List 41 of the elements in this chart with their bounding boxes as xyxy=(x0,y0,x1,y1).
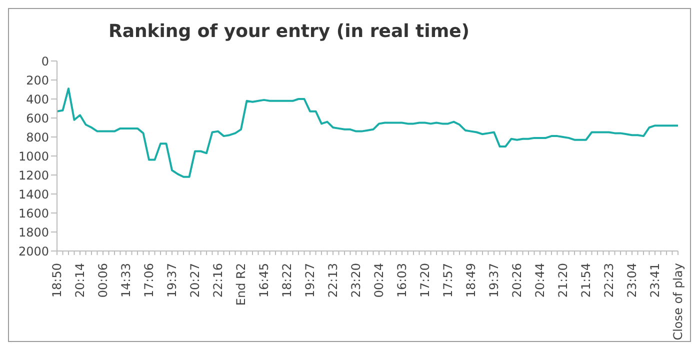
y-tick-label: 1000 xyxy=(18,149,49,164)
y-tick-label: 1400 xyxy=(18,187,49,202)
x-tick-label: 23:04 xyxy=(625,263,639,298)
x-tick-label: 21:54 xyxy=(579,263,593,298)
x-tick-label: 17:57 xyxy=(441,263,455,298)
x-tick-label: 19:37 xyxy=(487,263,501,298)
x-tick-label: 21:20 xyxy=(556,263,570,298)
y-tick-label: 1800 xyxy=(18,225,49,240)
x-tick-label: End R2 xyxy=(234,263,248,306)
x-tick-label: 00:24 xyxy=(372,263,386,298)
x-tick-label: 23:41 xyxy=(648,263,662,298)
y-tick-label: 800 xyxy=(26,130,49,144)
x-tick-label: 20:26 xyxy=(510,263,524,298)
y-tick-label: 1600 xyxy=(18,206,49,220)
line-series xyxy=(56,88,679,178)
x-tick-label: 14:33 xyxy=(119,263,133,298)
y-tick-label: 2000 xyxy=(18,244,49,258)
x-tick-label: 19:37 xyxy=(165,263,179,298)
x-tick-label: 22:16 xyxy=(211,263,225,298)
x-tick-label: 00:06 xyxy=(96,263,110,298)
x-tick-label: 20:44 xyxy=(533,263,547,298)
x-tick-label: Close of play xyxy=(671,263,685,340)
x-tick-label: 20:14 xyxy=(73,263,87,298)
x-tick-label: 16:03 xyxy=(395,263,409,298)
y-tick-label: 1200 xyxy=(18,168,49,182)
x-tick-label: 18:50 xyxy=(50,263,64,298)
y-tick-label: 600 xyxy=(26,111,49,126)
x-tick-label: 18:22 xyxy=(280,263,294,298)
x-tick-label: 17:06 xyxy=(142,263,156,298)
chart-title: Ranking of your entry (in real time) xyxy=(107,21,471,42)
y-tick-label: 400 xyxy=(26,92,49,106)
x-tick-label: 22:23 xyxy=(602,263,616,298)
x-tick-label: 19:27 xyxy=(303,263,317,298)
x-tick-label: 18:49 xyxy=(464,263,478,298)
x-tick-label: 22:13 xyxy=(326,263,340,298)
x-tick-label: 16:45 xyxy=(257,263,271,298)
x-tick-label: 23:20 xyxy=(349,263,363,298)
y-tick-label: 200 xyxy=(26,73,49,88)
y-tick-label: 0 xyxy=(41,54,49,68)
x-tick-label: 17:20 xyxy=(418,263,432,298)
x-tick-label: 20:27 xyxy=(188,263,202,298)
